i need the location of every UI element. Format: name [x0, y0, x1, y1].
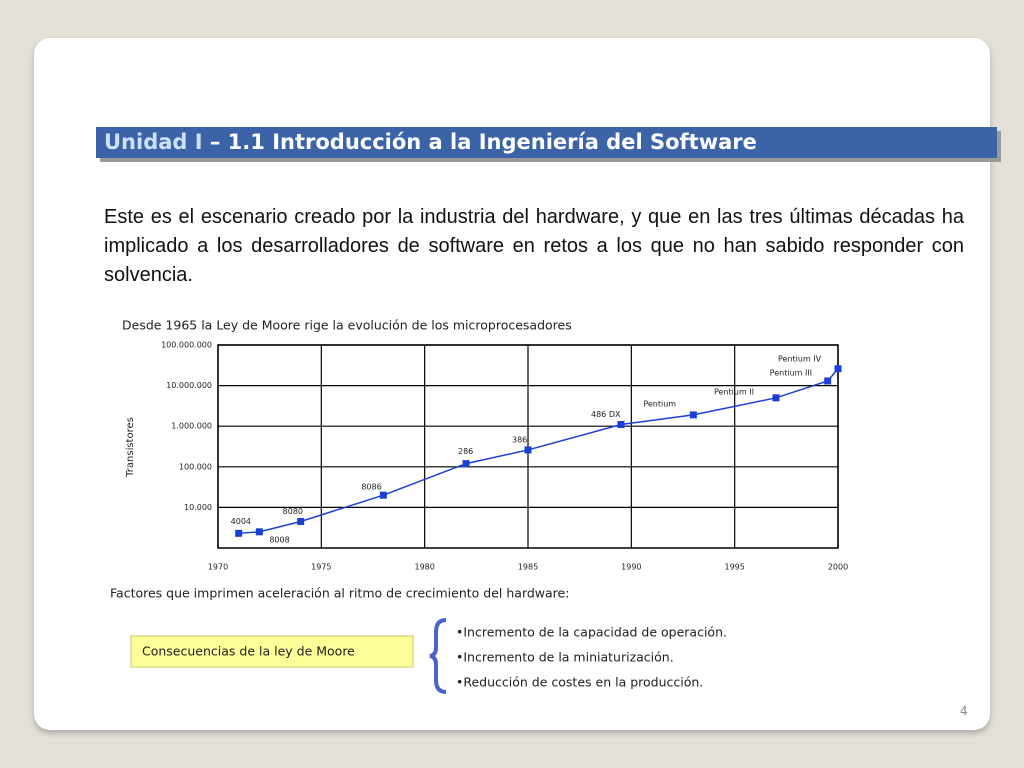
bullet: •Incremento de la miniaturización. — [456, 650, 674, 665]
factors-heading: Factores que imprimen aceleración al rit… — [110, 586, 569, 601]
x-tick-label: 1990 — [621, 563, 641, 572]
point-label: 386 — [512, 435, 527, 444]
data-point — [255, 528, 263, 536]
paragraph: Este es el escenario creado por la indus… — [104, 206, 964, 286]
point-label: Pentium III — [770, 368, 812, 377]
y-tick-label: 100.000 — [179, 462, 212, 471]
point-label: Pentium — [643, 399, 676, 408]
y-tick-label: 1.000.000 — [171, 422, 212, 431]
x-tick-label: 2000 — [828, 563, 848, 572]
data-point — [297, 517, 305, 525]
point-label: 8080 — [283, 507, 303, 516]
consequences-box — [130, 635, 414, 668]
data-point — [524, 446, 532, 454]
x-tick-label: 1985 — [518, 563, 538, 572]
point-label: 286 — [458, 447, 473, 456]
x-tick-label: 1980 — [414, 563, 434, 572]
consequences-text: Consecuencias de la ley de Moore — [142, 644, 355, 659]
data-point — [462, 460, 470, 468]
y-axis-label: Transistores — [125, 417, 136, 478]
y-tick-label: 100.000.000 — [161, 341, 212, 350]
point-label: 4004 — [231, 517, 251, 526]
bullet: •Incremento de la capacidad de operación… — [456, 625, 727, 640]
data-point — [235, 529, 243, 537]
data-point — [824, 377, 832, 385]
data-point — [379, 491, 387, 499]
bullet: •Reducción de costes en la producción. — [456, 675, 703, 690]
data-point — [834, 365, 842, 373]
x-tick-label: 1970 — [208, 563, 228, 572]
point-label: 8086 — [361, 483, 381, 492]
y-tick-label: 10.000 — [184, 503, 212, 512]
title-bar: Unidad I – 1.1 Introducción a la Ingenie… — [96, 127, 997, 158]
point-label: Pentium II — [714, 387, 754, 396]
title-unit: Unidad I — [104, 130, 203, 154]
title-text: – 1.1 Introducción a la Ingeniería del S… — [202, 130, 757, 154]
point-label: 486 DX — [591, 410, 621, 419]
y-tick-label: 10.000.000 — [166, 381, 212, 390]
point-label: Pentium IV — [778, 354, 822, 363]
data-point — [617, 421, 625, 429]
data-point — [689, 411, 697, 419]
data-point — [772, 394, 780, 402]
page-number: 4 — [960, 704, 968, 718]
chart-title: Desde 1965 la Ley de Moore rige la evolu… — [122, 318, 572, 333]
x-tick-label: 1975 — [311, 563, 331, 572]
x-tick-label: 1995 — [724, 563, 744, 572]
point-label: 8008 — [269, 535, 289, 544]
brace — [429, 618, 447, 694]
